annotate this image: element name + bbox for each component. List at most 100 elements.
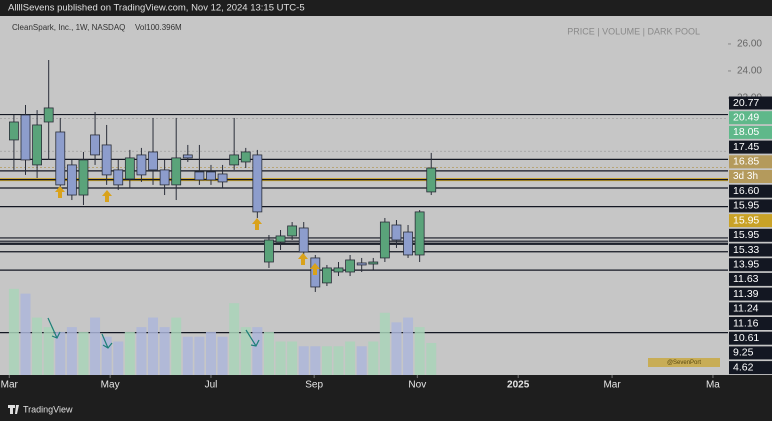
- x-tick-label: May: [101, 380, 120, 391]
- level-label: 16.85: [733, 156, 759, 168]
- volume-bar: [148, 317, 159, 375]
- time-axis: Mar May Jul Sep Nov 2025 Mar Ma: [1, 375, 720, 391]
- y-tick-label: 24.00: [737, 66, 762, 77]
- volume-bar: [275, 341, 286, 375]
- candle-body: [252, 154, 263, 213]
- x-tick-label: Nov: [408, 380, 426, 391]
- candle-body: [368, 261, 379, 265]
- volume-bar: [32, 317, 43, 375]
- volume-bar: [66, 327, 77, 375]
- x-tick-label: Sep: [305, 380, 323, 391]
- level-label: 11.39: [733, 288, 759, 300]
- candle-body: [264, 239, 274, 263]
- level-label-box: [729, 287, 772, 301]
- candle-body: [275, 235, 286, 243]
- volume-bar: [101, 336, 112, 375]
- level-label-box: [729, 96, 772, 110]
- level-label: 11.24: [733, 303, 759, 315]
- volume-bar: [287, 341, 298, 375]
- level-label: 15.95: [733, 200, 759, 212]
- footer: TradingView: [23, 404, 73, 414]
- arrow: [102, 190, 112, 202]
- candle-body: [113, 169, 124, 186]
- candle-body: [426, 167, 437, 193]
- candles: [9, 60, 437, 292]
- logo: [8, 405, 19, 414]
- level-label: 16.60: [733, 185, 759, 197]
- level-label: 15.33: [733, 244, 759, 256]
- volume-bar: [310, 346, 321, 375]
- volume-bar: [263, 331, 274, 375]
- level-label: 20.49: [733, 111, 759, 123]
- volume-bar: [159, 327, 170, 375]
- candle-body: [333, 267, 344, 273]
- volume-bar: [20, 293, 31, 375]
- candle-body: [159, 169, 170, 186]
- candle-body: [66, 164, 77, 196]
- candle-body: [287, 225, 298, 237]
- countdown-box: [729, 170, 772, 183]
- volume-bar: [55, 331, 66, 375]
- volume-bar: [78, 331, 89, 375]
- arrow: [101, 333, 113, 349]
- volume-bar: [194, 336, 205, 375]
- level-label: 4.62: [733, 361, 754, 373]
- volume-bars: [8, 288, 437, 375]
- volume-bar: [90, 317, 101, 375]
- arrow: [245, 329, 260, 347]
- level-label: 11.16: [733, 317, 759, 329]
- legend: CleanSpark, Inc., 1W, NASDAQ: [12, 23, 125, 32]
- candle-body: [403, 231, 413, 256]
- volume-bar: [182, 336, 193, 375]
- volume-bar: [426, 342, 437, 375]
- volume-bar: [252, 327, 263, 375]
- x-tick-label: Jul: [205, 380, 218, 391]
- candle-body: [356, 262, 367, 266]
- volume-bar: [345, 341, 356, 375]
- candle-body: [414, 211, 425, 256]
- level-label-box: [729, 155, 772, 169]
- x-tick-label: Mar: [1, 380, 19, 391]
- watermark-box: [648, 358, 720, 367]
- level-label-box: [729, 184, 772, 198]
- arrow: [252, 218, 262, 230]
- candle-body: [240, 151, 251, 163]
- annotations: [47, 317, 260, 349]
- level-label-box: [729, 125, 772, 139]
- candle-body: [391, 224, 402, 241]
- volume-bar: [171, 317, 182, 375]
- candle-body: [298, 227, 309, 253]
- panel-title: PRICE | VOLUME | DARK POOL: [567, 26, 700, 36]
- watermark: @SevenPort: [667, 360, 701, 366]
- level-label: 13.95: [733, 258, 759, 270]
- level-label: 18.05: [733, 126, 759, 138]
- volume-bar: [8, 288, 19, 375]
- candle-body: [322, 267, 332, 284]
- volume-bar: [321, 346, 332, 375]
- volume-bar: [403, 317, 414, 375]
- volume-bar: [368, 341, 379, 375]
- volume-bar: [229, 303, 240, 375]
- candle-body: [55, 131, 66, 186]
- level-label-box: [729, 199, 772, 213]
- volume-bar: [124, 331, 135, 375]
- volume-bar: [333, 346, 344, 375]
- level-label-box: [729, 346, 772, 360]
- level-label: 15.95: [733, 214, 759, 226]
- volume-bar: [205, 331, 216, 375]
- level-label-box: [729, 228, 772, 242]
- candle-body: [43, 107, 54, 123]
- level-label-box: [729, 243, 772, 257]
- x-tick-label: Mar: [603, 380, 621, 391]
- x-tick-label: 2025: [507, 380, 530, 391]
- candle-body: [32, 124, 42, 166]
- candle-body: [136, 154, 147, 176]
- level-label-box: [729, 361, 772, 375]
- level-label-box: [729, 331, 772, 345]
- volume-bar: [240, 327, 251, 375]
- candle-body: [101, 144, 112, 176]
- x-tick-label: Ma: [706, 380, 720, 391]
- arrow: [47, 317, 61, 339]
- volume-bar: [414, 327, 425, 375]
- candle-body: [194, 171, 205, 181]
